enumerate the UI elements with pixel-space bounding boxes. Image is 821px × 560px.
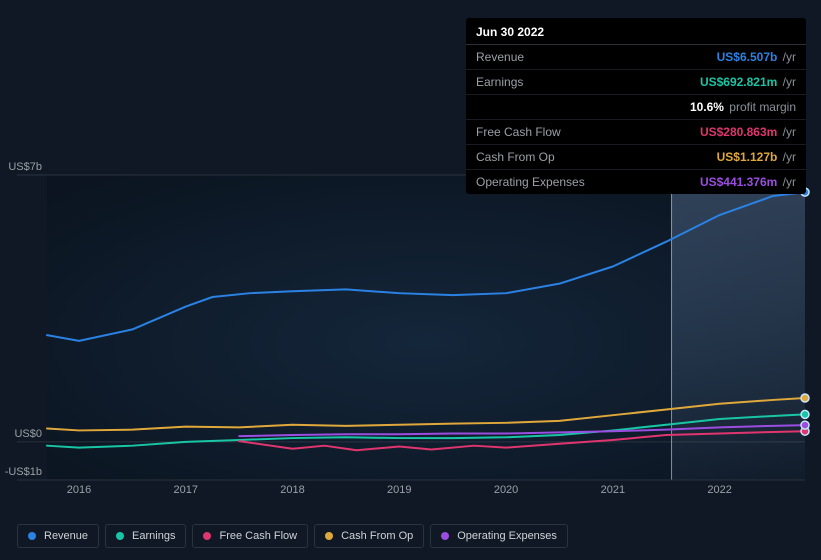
tooltip-row-value: 10.6% profit margin: [690, 100, 796, 114]
tooltip-row-label: Earnings: [476, 75, 523, 89]
tooltip-row-label: Free Cash Flow: [476, 125, 561, 139]
svg-text:-US$1b: -US$1b: [5, 466, 42, 478]
legend-item[interactable]: Free Cash Flow: [192, 524, 308, 548]
chart-viewport: Jun 30 2022 Revenue US$6.507b /yr Earnings…: [0, 0, 821, 560]
tooltip-row: Revenue US$6.507b /yr: [466, 45, 806, 70]
x-axis-labels: 2016 2017 2018 2019 2020 2021 2022: [17, 484, 804, 498]
tooltip-row: Operating Expenses US$441.376m /yr: [466, 170, 806, 194]
legend-label: Earnings: [132, 530, 175, 542]
x-axis-tick: 2021: [601, 484, 625, 496]
legend: Revenue Earnings Free Cash Flow Cash From O…: [17, 524, 568, 548]
hover-tooltip: Jun 30 2022 Revenue US$6.507b /yr Earnings…: [466, 18, 806, 194]
legend-swatch-icon: [116, 532, 124, 540]
tooltip-row-label: Cash From Op: [476, 150, 555, 164]
tooltip-row-value: US$441.376m /yr: [700, 175, 796, 189]
x-axis-tick: 2018: [280, 484, 304, 496]
legend-item[interactable]: Cash From Op: [314, 524, 424, 548]
tooltip-date: Jun 30 2022: [466, 18, 806, 45]
x-axis-tick: 2020: [494, 484, 518, 496]
tooltip-row-label: Operating Expenses: [476, 175, 585, 189]
legend-label: Operating Expenses: [457, 530, 557, 542]
legend-label: Revenue: [44, 530, 88, 542]
tooltip-rows: Revenue US$6.507b /yr Earnings US$692.821m …: [466, 45, 806, 194]
tooltip-row: Cash From Op US$1.127b /yr: [466, 145, 806, 170]
legend-swatch-icon: [325, 532, 333, 540]
legend-swatch-icon: [203, 532, 211, 540]
x-axis-tick: 2017: [174, 484, 198, 496]
legend-item[interactable]: Earnings: [105, 524, 186, 548]
legend-swatch-icon: [28, 532, 36, 540]
tooltip-row-label: Revenue: [476, 50, 524, 64]
tooltip-row: 10.6% profit margin: [466, 95, 806, 120]
tooltip-row-value: US$280.863m /yr: [700, 125, 796, 139]
x-axis-tick: 2019: [387, 484, 411, 496]
svg-text:US$0: US$0: [14, 428, 42, 440]
tooltip-row-value: US$6.507b /yr: [717, 50, 796, 64]
legend-item[interactable]: Operating Expenses: [430, 524, 568, 548]
legend-item[interactable]: Revenue: [17, 524, 99, 548]
tooltip-row: Earnings US$692.821m /yr: [466, 70, 806, 95]
tooltip-row: Free Cash Flow US$280.863m /yr: [466, 120, 806, 145]
legend-swatch-icon: [441, 532, 449, 540]
x-axis-tick: 2016: [67, 484, 91, 496]
svg-text:US$7b: US$7b: [8, 161, 42, 173]
tooltip-row-value: US$1.127b /yr: [717, 150, 796, 164]
legend-label: Free Cash Flow: [219, 530, 297, 542]
tooltip-row-value: US$692.821m /yr: [700, 75, 796, 89]
legend-label: Cash From Op: [341, 530, 413, 542]
x-axis-tick: 2022: [707, 484, 731, 496]
